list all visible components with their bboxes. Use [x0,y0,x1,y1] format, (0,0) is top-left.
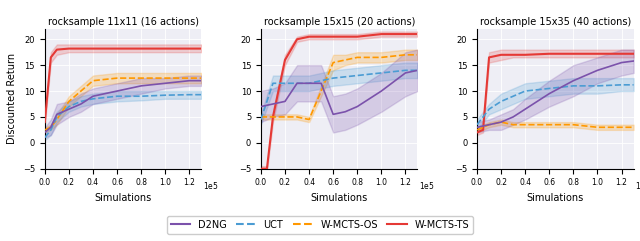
X-axis label: Simulations: Simulations [527,193,584,203]
Title: rocksample 15x15 (20 actions): rocksample 15x15 (20 actions) [264,17,415,27]
Title: rocksample 15x35 (40 actions): rocksample 15x35 (40 actions) [479,17,631,27]
Y-axis label: Discounted Return: Discounted Return [7,53,17,144]
X-axis label: Simulations: Simulations [95,193,152,203]
Text: $\mathregular{1e5}$: $\mathregular{1e5}$ [203,180,219,191]
Text: $\mathregular{1e5}$: $\mathregular{1e5}$ [419,180,435,191]
Title: rocksample 11x11 (16 actions): rocksample 11x11 (16 actions) [47,17,198,27]
Legend: D2NG, UCT, W-MCTS-OS, W-MCTS-TS: D2NG, UCT, W-MCTS-OS, W-MCTS-TS [167,216,473,234]
Text: $\mathregular{1e5}$: $\mathregular{1e5}$ [635,180,640,191]
X-axis label: Simulations: Simulations [310,193,368,203]
